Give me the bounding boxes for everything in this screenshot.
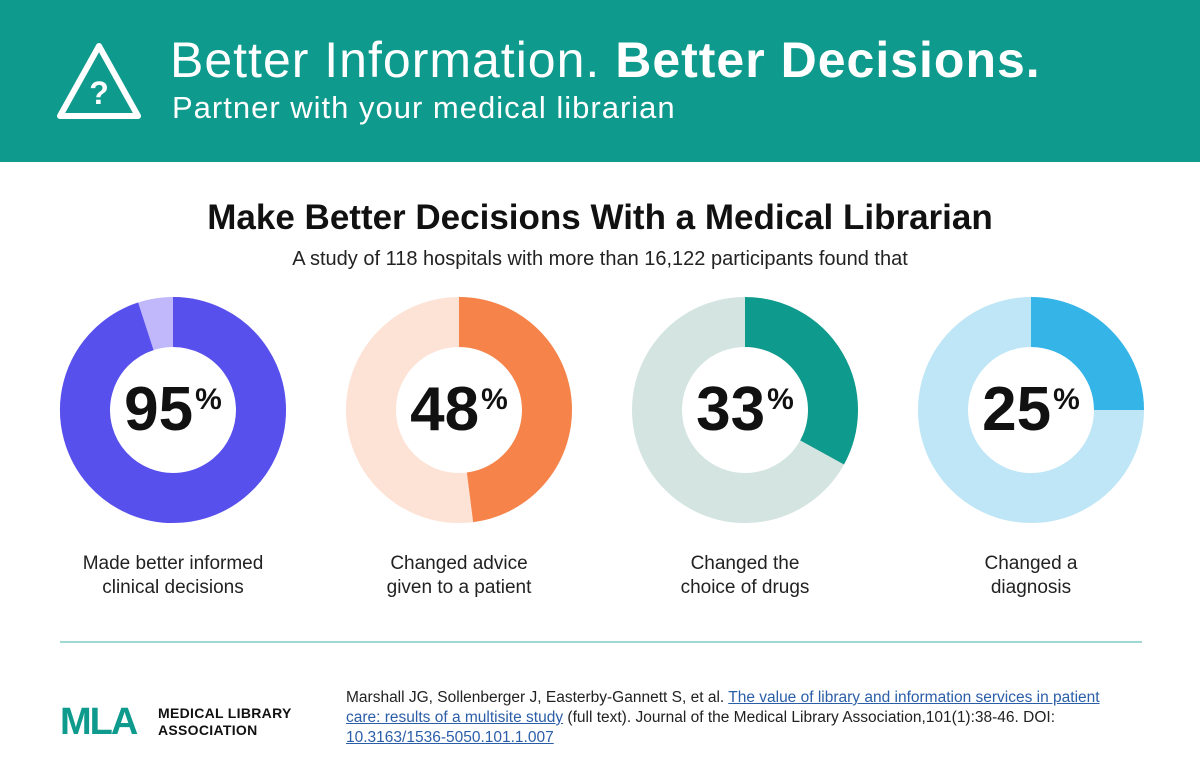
- citation-article-link[interactable]: The value of library and information ser…: [346, 689, 1100, 726]
- donut-value-3: 33%: [630, 295, 860, 525]
- donut-svg-2: [346, 297, 572, 523]
- donut-arc-1: [60, 297, 286, 523]
- donut-caption-1: Made better informed clinical decisions: [43, 552, 303, 600]
- donut-caption-2-line1: Changed advice: [390, 553, 528, 574]
- donut-caption-3-line1: Changed the: [690, 553, 800, 574]
- citation: Marshall JG, Sollenberger J, Easterby-Ga…: [346, 688, 1116, 748]
- donut-svg-3: [632, 297, 858, 523]
- donut-chart-4: 25%: [916, 295, 1146, 525]
- donut-value-number-1: 95: [124, 375, 194, 444]
- donut-value-number-3: 33: [696, 375, 766, 444]
- donut-caption-4-line1: Changed a: [984, 553, 1078, 574]
- donut-value-number-4: 25: [982, 375, 1052, 444]
- donut-chart-2: 48%: [344, 295, 574, 525]
- header-banner: ? Better Information. Better Decisions. …: [0, 0, 1200, 162]
- donut-caption-3: Changed the choice of drugs: [615, 552, 875, 600]
- logo-line2: ASSOCIATION: [158, 722, 258, 738]
- donut-caption-1-line2: clinical decisions: [102, 577, 244, 598]
- mla-logo: MLA: [60, 701, 140, 740]
- section-subheading: A study of 118 hospitals with more than …: [292, 248, 908, 270]
- svg-text:?: ?: [89, 75, 109, 111]
- donut-caption-2-line2: given to a patient: [386, 577, 532, 598]
- mla-logo-text: MEDICAL LIBRARY ASSOCIATION: [158, 705, 292, 739]
- percent-sign-4: %: [1053, 383, 1080, 416]
- banner-subtitle: Partner with your medical librarian: [172, 90, 676, 125]
- donut-value-2: 48%: [344, 295, 574, 525]
- donut-caption-1-line1: Made better informed: [82, 553, 264, 574]
- donut-caption-4-line2: diagnosis: [990, 577, 1072, 598]
- donut-value-1: 95%: [58, 295, 288, 525]
- donut-value-4: 25%: [916, 295, 1146, 525]
- logo-line1: MEDICAL LIBRARY: [158, 705, 292, 721]
- donut-arc-4: [1030, 297, 1144, 411]
- mla-logo-mark: MLA: [60, 701, 138, 740]
- donut-svg-1: [60, 297, 286, 523]
- donut-caption-2: Changed advice given to a patient: [329, 552, 589, 600]
- divider: [60, 641, 1142, 643]
- donut-caption-4: Changed a diagnosis: [901, 552, 1161, 600]
- donut-chart-1: 95%: [58, 295, 288, 525]
- banner-title-bold: Better Decisions.: [615, 32, 1041, 88]
- donut-arc-2: [458, 297, 572, 523]
- banner-title-regular: Better Information.: [170, 32, 601, 88]
- citation-authors: Marshall JG, Sollenberger J, Easterby-Ga…: [346, 689, 725, 706]
- percent-sign-3: %: [767, 383, 794, 416]
- banner-title: Better Information. Better Decisions.: [170, 30, 1041, 90]
- donut-value-number-2: 48: [410, 375, 480, 444]
- donut-caption-3-line2: choice of drugs: [680, 577, 810, 598]
- donut-arc-3: [744, 297, 858, 465]
- donut-chart-3: 33%: [630, 295, 860, 525]
- warning-question-icon: ?: [57, 43, 141, 119]
- percent-sign-2: %: [481, 383, 508, 416]
- citation-doi-link[interactable]: 10.3163/1536-5050.101.1.007: [346, 729, 554, 746]
- donut-svg-4: [918, 297, 1144, 523]
- percent-sign-1: %: [195, 383, 222, 416]
- citation-journal: (full text). Journal of the Medical Libr…: [567, 709, 1056, 726]
- section-heading: Make Better Decisions With a Medical Lib…: [207, 198, 993, 237]
